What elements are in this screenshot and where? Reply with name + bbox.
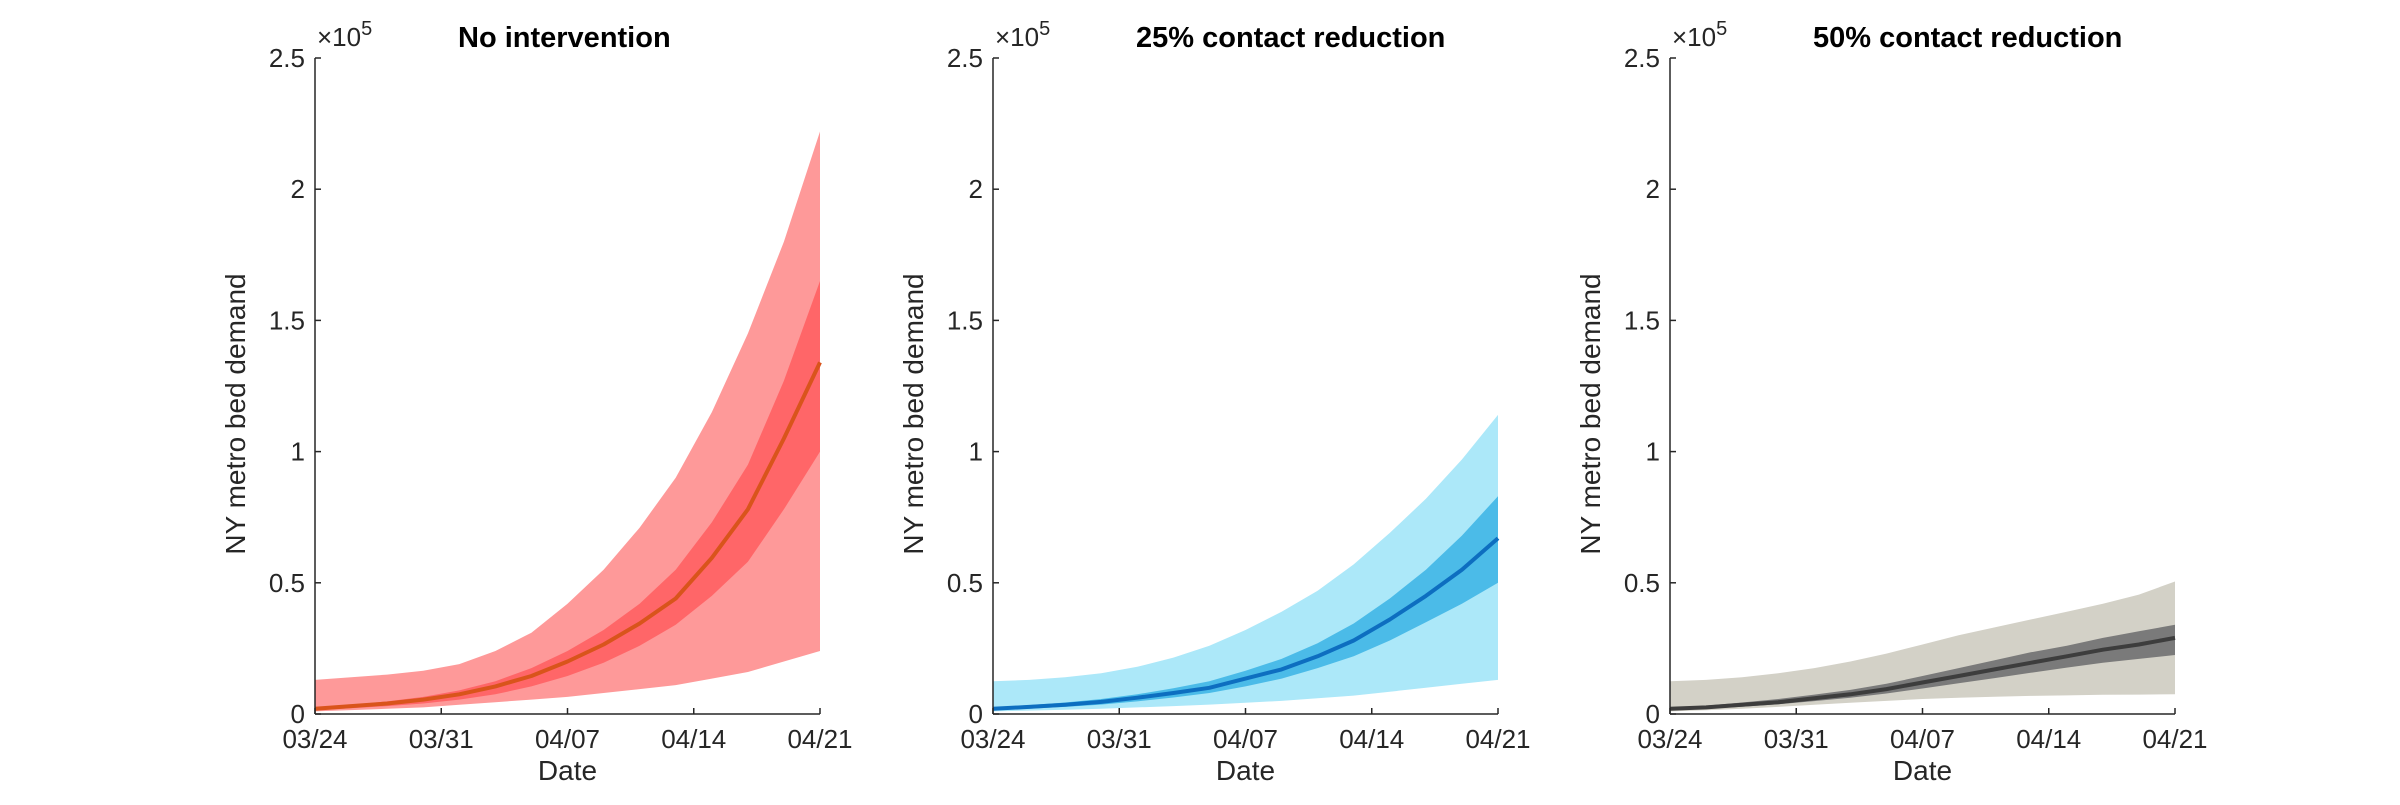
outer-interval-band <box>1670 581 2175 712</box>
y-tick-label: 1.5 <box>269 305 305 335</box>
x-tick-label: 04/21 <box>2142 724 2207 754</box>
x-tick-label: 04/21 <box>1465 724 1530 754</box>
x-tick-label: 04/07 <box>1213 724 1278 754</box>
x-tick-label: 03/31 <box>409 724 474 754</box>
y-tick-label: 1 <box>291 437 305 467</box>
x-tick-label: 03/31 <box>1087 724 1152 754</box>
y-tick-label: 2 <box>291 174 305 204</box>
y-tick-label: 2.5 <box>947 43 983 73</box>
y-tick-label: 0.5 <box>269 568 305 598</box>
y-axis-label: NY metro bed demand <box>220 273 251 554</box>
x-axis-label: Date <box>1216 755 1275 786</box>
median-line <box>1669 635 2176 711</box>
y-exponent-label: ×105 <box>1672 18 1727 52</box>
chart-title: No intervention <box>458 22 671 54</box>
y-tick-label: 0.5 <box>947 568 983 598</box>
y-tick-label: 2 <box>1646 174 1660 204</box>
y-axis-label: NY metro bed demand <box>898 273 929 554</box>
x-tick-label: 04/14 <box>661 724 726 754</box>
y-tick-label: 1 <box>1646 437 1660 467</box>
y-axis-label: NY metro bed demand <box>1575 273 1606 554</box>
x-tick-label: 04/14 <box>2016 724 2081 754</box>
inner-interval-band <box>993 496 1498 711</box>
chart-title: 50% contact reduction <box>1813 22 2122 54</box>
y-tick-label: 0.5 <box>1624 568 1660 598</box>
y-tick-label: 2.5 <box>1624 43 1660 73</box>
x-tick-label: 04/21 <box>787 724 852 754</box>
y-tick-label: 1.5 <box>1624 305 1660 335</box>
median-line <box>992 536 1500 711</box>
x-tick-label: 03/24 <box>1637 724 1702 754</box>
chart-panel-1: 0 0.5 1 1.5 2 2.5 03/24 03/31 04/07 04/14 04/21 ×10… <box>220 18 853 786</box>
y-tick-label: 0 <box>291 699 305 729</box>
y-exponent-label: ×105 <box>317 18 372 52</box>
outer-interval-band <box>993 414 1498 712</box>
y-tick-label: 1.5 <box>947 305 983 335</box>
y-tick-label: 2.5 <box>269 43 305 73</box>
chart-title: 25% contact reduction <box>1136 22 1445 54</box>
y-tick-label: 2 <box>969 174 983 204</box>
x-tick-label: 03/24 <box>960 724 1025 754</box>
y-exponent-label: ×105 <box>995 18 1050 52</box>
x-tick-label: 04/14 <box>1339 724 1404 754</box>
x-axis-label: Date <box>1893 755 1952 786</box>
y-tick-label: 0 <box>969 699 983 729</box>
x-axis-label: Date <box>538 755 597 786</box>
x-tick-label: 03/24 <box>282 724 347 754</box>
y-tick-label: 0 <box>1646 699 1660 729</box>
inner-interval-band <box>315 281 820 711</box>
chart-panel-3: 0 0.5 1 1.5 2 2.5 03/24 03/31 04/07 04/14 04/21 ×10… <box>1575 18 2208 786</box>
chart-panel-2: 0 0.5 1 1.5 2 2.5 03/24 03/31 04/07 04/14 04/21 ×10… <box>898 18 1531 786</box>
outer-interval-band <box>315 131 820 712</box>
x-tick-label: 03/31 <box>1764 724 1829 754</box>
x-tick-label: 04/07 <box>535 724 600 754</box>
x-tick-label: 04/07 <box>1890 724 1955 754</box>
median-line <box>314 361 822 711</box>
y-tick-label: 1 <box>969 437 983 467</box>
